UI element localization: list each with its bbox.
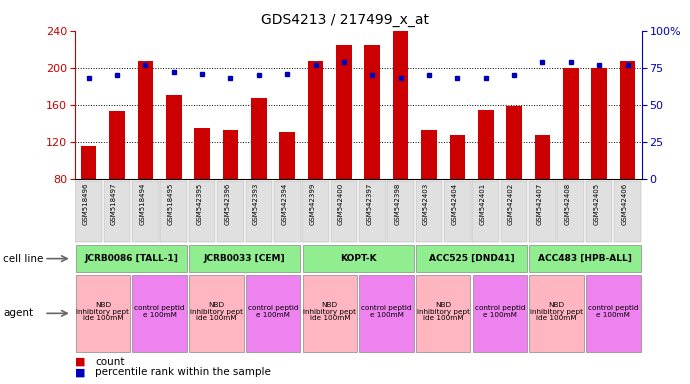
Text: GSM518494: GSM518494: [139, 182, 146, 225]
Text: GSM542402: GSM542402: [508, 182, 514, 225]
Text: ■: ■: [75, 357, 85, 367]
Text: NBD
inhibitory pept
ide 100mM: NBD inhibitory pept ide 100mM: [530, 302, 583, 321]
FancyBboxPatch shape: [529, 245, 640, 272]
Text: GSM542397: GSM542397: [366, 182, 373, 225]
FancyBboxPatch shape: [416, 275, 471, 352]
Bar: [421, 129, 437, 179]
Bar: [166, 95, 181, 179]
Bar: [104, 180, 130, 242]
Bar: [506, 106, 522, 179]
Bar: [558, 180, 584, 242]
Text: GSM518497: GSM518497: [111, 182, 117, 225]
Text: GDS4213 / 217499_x_at: GDS4213 / 217499_x_at: [261, 13, 429, 27]
Text: GSM542401: GSM542401: [480, 182, 486, 225]
Text: JCRB0033 [CEM]: JCRB0033 [CEM]: [204, 253, 286, 263]
Bar: [302, 180, 329, 242]
Text: percentile rank within the sample: percentile rank within the sample: [95, 367, 271, 377]
Text: cell line: cell line: [3, 253, 44, 264]
FancyBboxPatch shape: [529, 275, 584, 352]
Bar: [444, 180, 471, 242]
Text: GSM518495: GSM518495: [168, 182, 174, 225]
Bar: [161, 180, 187, 242]
Text: ■: ■: [75, 367, 85, 377]
Bar: [195, 128, 210, 179]
Bar: [279, 132, 295, 179]
FancyBboxPatch shape: [302, 245, 414, 272]
Bar: [359, 180, 386, 242]
Text: GSM542394: GSM542394: [282, 182, 287, 225]
Bar: [132, 180, 159, 242]
Bar: [246, 180, 272, 242]
Bar: [189, 180, 215, 242]
FancyBboxPatch shape: [416, 245, 527, 272]
Bar: [591, 68, 607, 179]
Bar: [251, 98, 266, 179]
Bar: [614, 180, 641, 242]
Text: ACC525 [DND41]: ACC525 [DND41]: [428, 253, 514, 263]
Text: JCRB0086 [TALL-1]: JCRB0086 [TALL-1]: [84, 253, 178, 263]
FancyBboxPatch shape: [76, 275, 130, 352]
Text: control peptid
e 100mM: control peptid e 100mM: [135, 306, 185, 318]
Bar: [336, 45, 352, 179]
Text: control peptid
e 100mM: control peptid e 100mM: [588, 306, 638, 318]
Text: GSM542395: GSM542395: [196, 182, 202, 225]
Text: GSM542399: GSM542399: [310, 182, 315, 225]
FancyBboxPatch shape: [189, 245, 300, 272]
Text: GSM542400: GSM542400: [338, 182, 344, 225]
Text: GSM542393: GSM542393: [253, 182, 259, 225]
Text: control peptid
e 100mM: control peptid e 100mM: [475, 306, 525, 318]
Text: NBD
inhibitory pept
ide 100mM: NBD inhibitory pept ide 100mM: [417, 302, 470, 321]
Bar: [308, 61, 324, 179]
Text: control peptid
e 100mM: control peptid e 100mM: [248, 306, 298, 318]
Bar: [75, 180, 102, 242]
Bar: [223, 129, 238, 179]
Bar: [586, 180, 613, 242]
Bar: [535, 135, 550, 179]
FancyBboxPatch shape: [473, 275, 527, 352]
Text: control peptid
e 100mM: control peptid e 100mM: [362, 306, 412, 318]
Bar: [387, 180, 414, 242]
Text: ACC483 [HPB-ALL]: ACC483 [HPB-ALL]: [538, 253, 632, 263]
FancyBboxPatch shape: [76, 245, 187, 272]
FancyBboxPatch shape: [586, 275, 640, 352]
Text: GSM542408: GSM542408: [565, 182, 571, 225]
FancyBboxPatch shape: [302, 275, 357, 352]
Text: NBD
inhibitory pept
ide 100mM: NBD inhibitory pept ide 100mM: [190, 302, 243, 321]
Text: GSM542405: GSM542405: [593, 182, 599, 225]
Bar: [274, 180, 301, 242]
FancyBboxPatch shape: [189, 275, 244, 352]
Bar: [364, 45, 380, 179]
Bar: [393, 31, 408, 179]
Text: NBD
inhibitory pept
ide 100mM: NBD inhibitory pept ide 100mM: [77, 302, 130, 321]
Text: GSM542406: GSM542406: [622, 182, 627, 225]
Bar: [81, 146, 97, 179]
FancyBboxPatch shape: [132, 275, 187, 352]
Bar: [109, 111, 125, 179]
Text: GSM542403: GSM542403: [423, 182, 429, 225]
Bar: [217, 180, 244, 242]
Bar: [473, 180, 499, 242]
Bar: [415, 180, 442, 242]
Bar: [501, 180, 527, 242]
Bar: [137, 61, 153, 179]
Text: GSM542398: GSM542398: [395, 182, 401, 225]
Text: GSM542407: GSM542407: [536, 182, 542, 225]
Bar: [529, 180, 555, 242]
Text: GSM542404: GSM542404: [451, 182, 457, 225]
Bar: [450, 135, 465, 179]
Bar: [331, 180, 357, 242]
Bar: [478, 110, 493, 179]
Text: KOPT-K: KOPT-K: [339, 253, 377, 263]
FancyBboxPatch shape: [246, 275, 300, 352]
Text: NBD
inhibitory pept
ide 100mM: NBD inhibitory pept ide 100mM: [303, 302, 356, 321]
Text: GSM518496: GSM518496: [83, 182, 89, 225]
Text: agent: agent: [3, 308, 34, 318]
FancyBboxPatch shape: [359, 275, 414, 352]
Text: count: count: [95, 357, 125, 367]
Bar: [620, 61, 635, 179]
Text: GSM542396: GSM542396: [224, 182, 230, 225]
Bar: [563, 68, 579, 179]
